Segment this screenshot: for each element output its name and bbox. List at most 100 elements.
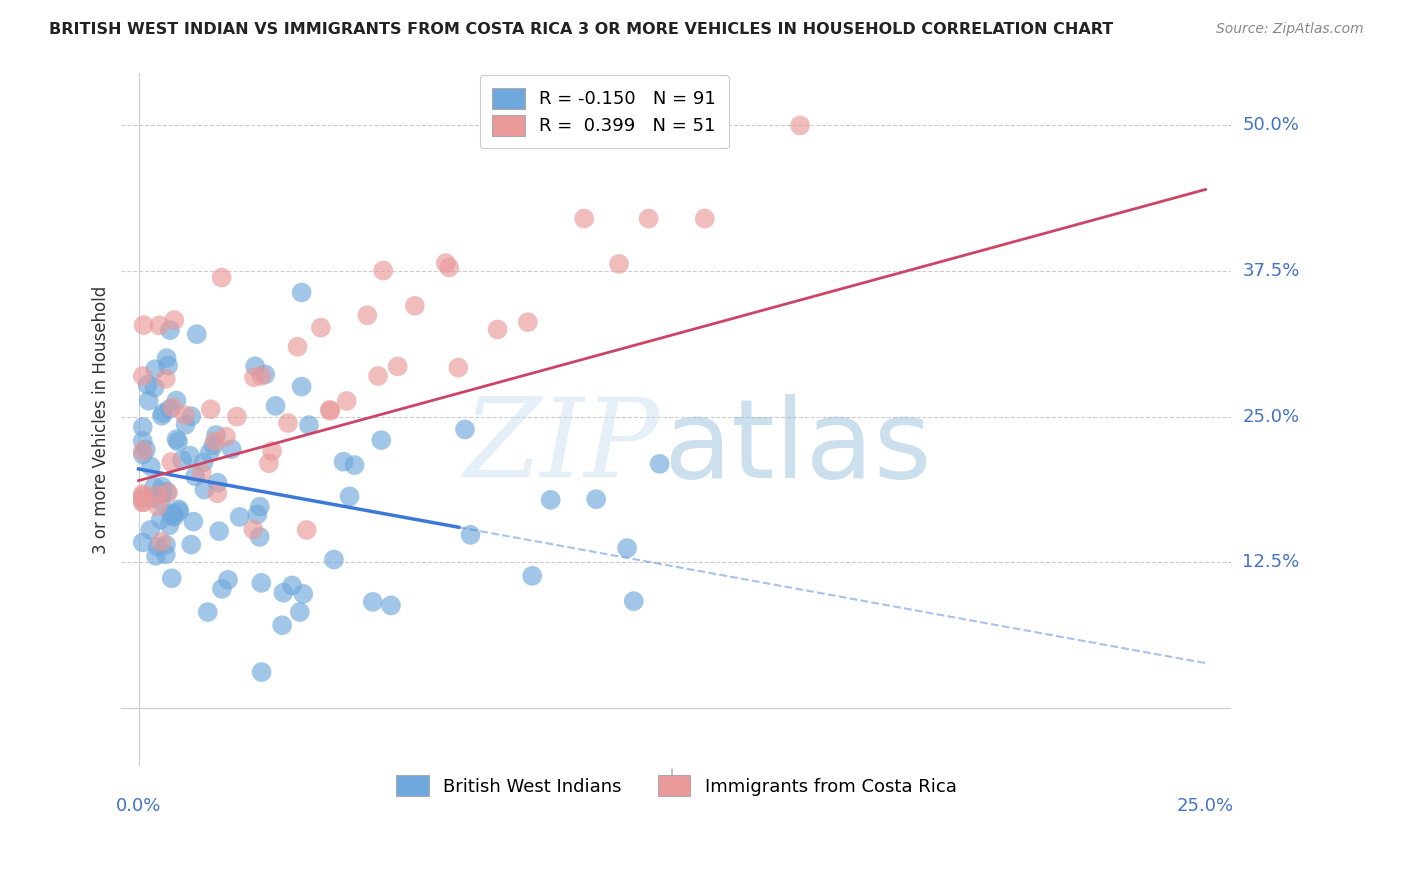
Point xyxy=(254,368,277,382)
Point xyxy=(186,327,208,342)
Point xyxy=(281,578,304,592)
Point xyxy=(150,480,173,494)
Point xyxy=(404,299,426,313)
Point xyxy=(132,444,155,458)
Point xyxy=(246,508,269,522)
Point xyxy=(132,491,155,505)
Point xyxy=(277,416,299,430)
Point xyxy=(198,446,221,460)
Point xyxy=(460,528,482,542)
Point xyxy=(208,524,231,538)
Point xyxy=(146,488,169,502)
Point xyxy=(157,518,180,533)
Point xyxy=(356,308,378,322)
Point xyxy=(167,434,190,449)
Point xyxy=(271,618,294,632)
Point xyxy=(273,585,295,599)
Point xyxy=(143,362,166,376)
Point xyxy=(152,406,174,420)
Point xyxy=(132,318,155,332)
Point xyxy=(309,320,332,334)
Point xyxy=(167,504,190,518)
Point xyxy=(162,401,184,415)
Point xyxy=(148,318,170,333)
Point xyxy=(155,538,177,552)
Point xyxy=(202,438,225,452)
Point xyxy=(437,260,460,275)
Point xyxy=(516,315,538,329)
Text: 50.0%: 50.0% xyxy=(1243,116,1299,135)
Point xyxy=(197,605,219,619)
Point xyxy=(250,368,273,383)
Point xyxy=(159,323,181,337)
Point xyxy=(292,587,315,601)
Point xyxy=(136,377,159,392)
Point xyxy=(373,263,395,277)
Point xyxy=(139,523,162,537)
Point xyxy=(291,379,314,393)
Point xyxy=(361,595,384,609)
Point xyxy=(207,486,229,500)
Point xyxy=(138,393,160,408)
Point xyxy=(200,402,222,417)
Point xyxy=(323,552,346,566)
Point xyxy=(607,257,630,271)
Point xyxy=(150,486,173,500)
Point xyxy=(336,394,359,409)
Legend: British West Indians, Immigrants from Costa Rica: British West Indians, Immigrants from Co… xyxy=(384,763,969,809)
Point xyxy=(150,534,173,549)
Point xyxy=(180,538,202,552)
Point xyxy=(160,571,183,585)
Point xyxy=(380,599,402,613)
Point xyxy=(180,409,202,424)
Point xyxy=(157,359,180,373)
Point xyxy=(319,404,342,418)
Point xyxy=(165,393,187,408)
Point xyxy=(149,494,172,508)
Point xyxy=(157,485,180,500)
Point xyxy=(262,444,284,458)
Point xyxy=(166,432,188,446)
Point xyxy=(163,507,186,521)
Point xyxy=(132,487,155,501)
Y-axis label: 3 or more Vehicles in Household: 3 or more Vehicles in Household xyxy=(93,285,110,554)
Point xyxy=(648,457,671,471)
Point xyxy=(156,484,179,499)
Point xyxy=(193,455,215,469)
Point xyxy=(207,475,229,490)
Point xyxy=(159,507,181,521)
Point xyxy=(287,340,309,354)
Point xyxy=(454,422,477,436)
Point xyxy=(332,455,354,469)
Point xyxy=(150,409,173,423)
Point xyxy=(132,489,155,503)
Point xyxy=(141,491,163,505)
Text: 0.0%: 0.0% xyxy=(115,797,162,814)
Text: BRITISH WEST INDIAN VS IMMIGRANTS FROM COSTA RICA 3 OR MORE VEHICLES IN HOUSEHOL: BRITISH WEST INDIAN VS IMMIGRANTS FROM C… xyxy=(49,22,1114,37)
Point xyxy=(225,409,247,424)
Point xyxy=(132,434,155,448)
Point xyxy=(637,211,659,226)
Point xyxy=(257,456,280,470)
Point xyxy=(367,368,389,383)
Point xyxy=(250,575,273,590)
Point xyxy=(143,381,166,395)
Point xyxy=(183,515,205,529)
Point xyxy=(162,508,184,523)
Point xyxy=(132,368,155,383)
Point xyxy=(243,370,266,384)
Point xyxy=(693,211,716,226)
Point xyxy=(228,510,250,524)
Point xyxy=(157,402,180,417)
Point xyxy=(585,492,607,507)
Point xyxy=(167,502,190,516)
Point xyxy=(149,512,172,526)
Point xyxy=(143,480,166,494)
Point xyxy=(170,453,193,467)
Point xyxy=(174,408,197,422)
Point xyxy=(264,399,287,413)
Point xyxy=(789,119,811,133)
Point xyxy=(486,322,509,336)
Point xyxy=(295,523,318,537)
Point xyxy=(288,605,311,619)
